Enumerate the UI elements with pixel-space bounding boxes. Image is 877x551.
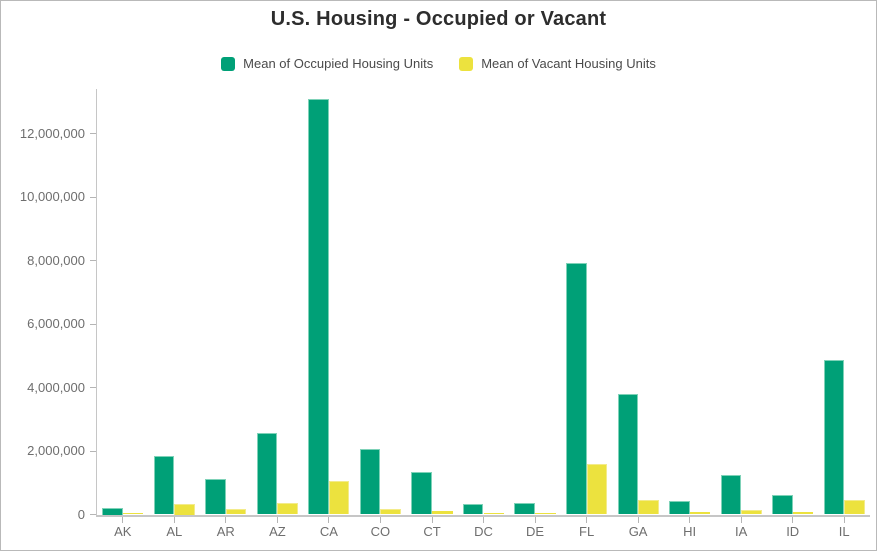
bar-occupied-CT[interactable] [411, 472, 432, 515]
legend: Mean of Occupied Housing Units Mean of V… [1, 56, 876, 71]
bar-vacant-DE[interactable] [535, 512, 556, 515]
x-label-IA: IA [735, 524, 748, 539]
bar-vacant-AL[interactable] [174, 504, 195, 515]
occupied-swatch-icon [221, 56, 236, 71]
bar-vacant-ID[interactable] [792, 512, 814, 515]
x-label-AK: AK [114, 524, 132, 539]
x-label-CO: CO [370, 524, 391, 539]
bar-vacant-CT[interactable] [432, 511, 453, 515]
legend-label-vacant: Mean of Vacant Housing Units [481, 56, 656, 71]
x-tick-CT [431, 516, 433, 523]
bar-vacant-AK[interactable] [122, 512, 144, 515]
bar-occupied-GA[interactable] [617, 394, 639, 515]
y-tick-label-2000000: 2,000,000 [27, 443, 85, 458]
x-tick-DC [483, 516, 484, 523]
y-axis-line [96, 89, 97, 517]
bar-occupied-CO[interactable] [359, 448, 381, 515]
bar-occupied-AK[interactable] [102, 507, 123, 515]
x-label-DE: DE [525, 524, 545, 539]
bar-vacant-CA[interactable] [328, 481, 350, 515]
x-tick-CO [379, 516, 381, 523]
x-tick-AR [225, 516, 227, 523]
chart-title: U.S. Housing - Occupied or Vacant [270, 8, 607, 30]
x-tick-DE [534, 516, 536, 523]
x-tick-IL [843, 516, 845, 523]
x-tick-ID [792, 516, 794, 523]
bar-occupied-CA[interactable] [308, 98, 329, 515]
y-tick-label-0: 0 [77, 506, 85, 522]
y-tick-6000000 [90, 323, 96, 325]
x-tick-AZ [276, 516, 278, 523]
y-tick-2000000 [90, 450, 96, 452]
bar-occupied-AR[interactable] [205, 479, 226, 515]
y-tick-8000000 [90, 260, 96, 261]
bar-vacant-DC[interactable] [483, 513, 505, 515]
x-label-FL: FL [579, 524, 595, 539]
y-tick-label-12000000: 12,000,000 [19, 125, 85, 141]
x-tick-AK [122, 516, 124, 523]
x-label-IL: IL [838, 524, 850, 539]
y-tick-10000000 [90, 196, 96, 198]
bar-occupied-HI[interactable] [669, 501, 690, 515]
x-label-CA: CA [319, 524, 338, 539]
bar-occupied-DC[interactable] [462, 503, 484, 515]
x-tick-FL [586, 516, 588, 523]
legend-item-occupied[interactable]: Mean of Occupied Housing Units [221, 56, 433, 71]
bar-vacant-FL[interactable] [586, 464, 608, 515]
x-axis-line [96, 514, 870, 517]
vacant-swatch-icon [459, 56, 474, 71]
bar-occupied-IL[interactable] [823, 360, 845, 515]
legend-item-vacant[interactable]: Mean of Vacant Housing Units [459, 56, 656, 71]
bar-vacant-AZ[interactable] [277, 503, 298, 515]
x-label-AZ: AZ [269, 524, 286, 539]
x-label-AL: AL [166, 524, 183, 539]
bar-vacant-GA[interactable] [638, 499, 659, 515]
bar-vacant-IL[interactable] [844, 500, 865, 515]
bar-vacant-AR[interactable] [225, 509, 247, 515]
bar-vacant-IA[interactable] [741, 510, 762, 515]
x-tick-CA [328, 516, 330, 523]
x-label-AR: AR [216, 524, 235, 539]
x-tick-AL [173, 516, 175, 523]
y-tick-0 [90, 514, 96, 515]
y-tick-12000000 [90, 133, 96, 134]
y-tick-label-8000000: 8,000,000 [27, 252, 85, 268]
y-tick-4000000 [90, 387, 96, 388]
x-label-ID: ID [786, 524, 800, 539]
y-tick-label-6000000: 6,000,000 [27, 316, 85, 331]
y-tick-label-4000000: 4,000,000 [27, 379, 85, 395]
bar-occupied-DE[interactable] [514, 502, 535, 515]
x-tick-HI [689, 516, 691, 523]
bar-occupied-FL[interactable] [566, 262, 587, 515]
x-tick-GA [637, 516, 639, 523]
x-label-GA: GA [628, 524, 648, 539]
legend-label-occupied: Mean of Occupied Housing Units [243, 56, 434, 71]
x-label-CT: CT [423, 524, 441, 539]
bar-occupied-IA[interactable] [720, 475, 742, 515]
bar-vacant-HI[interactable] [689, 512, 711, 515]
x-label-DC: DC [474, 524, 493, 539]
y-tick-label-10000000: 10,000,000 [19, 189, 85, 204]
bar-occupied-AZ[interactable] [256, 432, 278, 515]
bar-occupied-ID[interactable] [772, 495, 793, 515]
x-tick-IA [740, 516, 742, 523]
x-label-HI: HI [683, 524, 697, 539]
bar-vacant-CO[interactable] [380, 508, 401, 515]
bar-occupied-AL[interactable] [153, 456, 175, 515]
